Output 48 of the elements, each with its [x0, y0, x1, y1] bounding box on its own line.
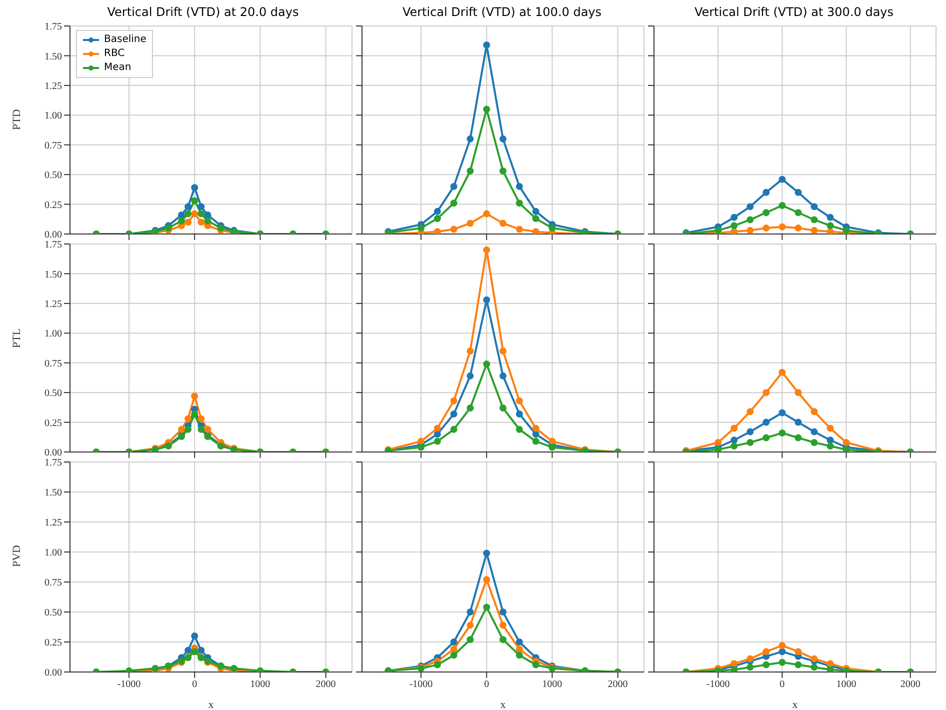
y-tick-label: 1.50 [44, 269, 62, 280]
y-tick-label: 0.75 [44, 578, 62, 589]
x-axis-title: x [500, 699, 506, 710]
y-tick-label: 1.25 [44, 518, 62, 529]
y-tick-label: 1.00 [44, 110, 62, 122]
y-tick-label: 0.50 [44, 608, 62, 619]
y-tick-label: 0.00 [44, 668, 62, 679]
y-tick-label: 1.75 [44, 240, 62, 251]
x-tick-label: -1000 [706, 679, 730, 690]
x-tick-label: 1000 [250, 679, 270, 690]
y-tick-label: 1.25 [44, 298, 62, 310]
y-axis-title: PTD [10, 109, 23, 130]
x-axis-title: x [208, 699, 214, 710]
x-tick-label: 0 [780, 679, 785, 690]
y-tick-label: 0.00 [44, 448, 62, 459]
y-tick-label: 0.25 [44, 638, 62, 649]
x-tick-label: 0 [192, 679, 198, 690]
x-tick-label: 1000 [542, 679, 562, 690]
y-tick-label: 0.00 [44, 230, 62, 241]
y-tick-label: 1.50 [44, 51, 62, 62]
y-tick-label: 0.25 [44, 418, 62, 429]
y-tick-label: 1.75 [44, 458, 62, 469]
legend-label: Mean [104, 61, 132, 75]
x-tick-label: 0 [484, 679, 490, 690]
chart-title: Vertical Drift (VTD) at 300.0 days [693, 4, 895, 21]
x-tick-label: -1000 [409, 679, 433, 690]
y-tick-label: 1.75 [44, 22, 62, 33]
x-tick-label: 2000 [608, 679, 628, 690]
y-tick-label: 1.00 [44, 328, 62, 340]
y-tick-label: 0.50 [44, 170, 62, 182]
legend-label: RBC [104, 47, 125, 61]
y-tick-label: 0.75 [44, 358, 62, 370]
chart-title: Vertical Drift (VTD) at 20.0 days [106, 4, 300, 21]
x-axis-title: x [792, 699, 798, 710]
x-tick-label: -1000 [117, 679, 141, 690]
legend-label: Baseline [104, 33, 146, 47]
y-axis-title: PTL [10, 328, 23, 348]
y-tick-label: 0.50 [44, 388, 62, 400]
y-tick-label: 1.00 [44, 548, 62, 559]
x-tick-label: 2000 [316, 679, 336, 690]
y-axis-title: PVD [10, 544, 23, 567]
chart-title: Vertical Drift (VTD) at 100.0 days [401, 4, 603, 21]
x-tick-label: 2000 [900, 679, 920, 690]
y-tick-label: 1.25 [44, 80, 62, 92]
y-tick-label: 1.50 [44, 488, 62, 499]
y-tick-label: 0.25 [44, 200, 62, 211]
x-tick-label: 1000 [836, 679, 856, 690]
y-tick-label: 0.75 [44, 140, 62, 152]
